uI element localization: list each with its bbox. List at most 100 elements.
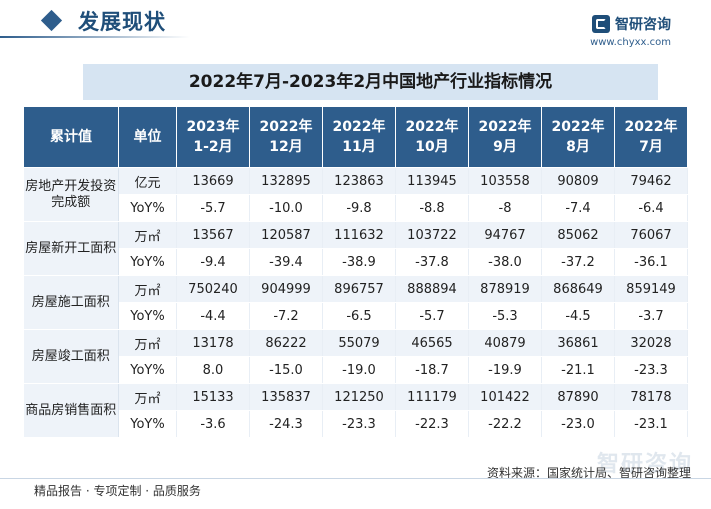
value-cell: -23.3 [614,356,688,384]
value-cell: -37.8 [395,248,469,276]
value-cell: -9.8 [322,194,396,222]
value-cell: -7.2 [249,302,323,330]
value-cell: 90809 [541,167,615,195]
value-cell: 40879 [468,329,542,357]
column-header: 2022年 12月 [249,106,323,168]
value-cell: 46565 [395,329,469,357]
value-cell: -39.4 [249,248,323,276]
value-cell: 868649 [541,275,615,303]
source-note: 资料来源：国家统计局、智研咨询整理 [486,466,691,480]
value-cell: -38.0 [468,248,542,276]
value-cell: -21.1 [541,356,615,384]
unit-cell: 亿元 [118,167,177,195]
value-cell: -7.4 [541,194,615,222]
value-cell: -19.9 [468,356,542,384]
table-row: YoY% -4.4 -7.2 -6.5 -5.7 -5.3 -4.5 -3.7 [24,302,688,330]
indicator-label: 房屋竣工面积 [23,329,119,384]
value-cell: 896757 [322,275,396,303]
value-cell: 32028 [614,329,688,357]
value-cell: 878919 [468,275,542,303]
page-header: 发展现状 智研咨询 www.chyxx.com [0,0,711,52]
value-cell: 76067 [614,221,688,249]
unit-cell: YoY% [118,194,177,222]
indicator-label: 房屋新开工面积 [23,221,119,276]
value-cell: 132895 [249,167,323,195]
column-header: 2022年 8月 [541,106,615,168]
value-cell: 55079 [322,329,396,357]
unit-cell: 万㎡ [118,383,177,411]
value-cell: 135837 [249,383,323,411]
value-cell: 94767 [468,221,542,249]
indicator-label: 商品房销售面积 [23,383,119,438]
unit-cell: YoY% [118,356,177,384]
value-cell: 103558 [468,167,542,195]
value-cell: 8.0 [176,356,250,384]
value-cell: 86222 [249,329,323,357]
value-cell: -3.6 [176,410,250,438]
value-cell: 121250 [322,383,396,411]
value-cell: 13669 [176,167,250,195]
value-cell: -4.4 [176,302,250,330]
unit-cell: YoY% [118,410,177,438]
watermark-logo: 智研咨询 [596,452,693,477]
value-cell: 13567 [176,221,250,249]
column-header: 2022年 11月 [322,106,396,168]
value-cell: -4.5 [541,302,615,330]
table-row: YoY% -9.4 -39.4 -38.9 -37.8 -38.0 -37.2 -36.1 [24,248,688,276]
footer-slogan: 精品报告 · 专项定制 · 品质服务 [34,484,201,498]
brand-url: www.chyxx.com [590,37,671,48]
value-cell: -23.0 [541,410,615,438]
value-cell: -37.2 [541,248,615,276]
column-header: 2023年 1-2月 [176,106,250,168]
value-cell: 101422 [468,383,542,411]
table-row: YoY% 8.0 -15.0 -19.0 -18.7 -19.9 -21.1 -23.3 [24,356,688,384]
value-cell: 36861 [541,329,615,357]
indicator-table: 累计值 单位 2023年 1-2月 2022年 12月 2022年 11月 2022年 10月 20… [23,106,688,438]
value-cell: -6.4 [614,194,688,222]
table-row: 房屋新开工面积 万㎡ 13567 120587 111632 103722 94767 850… [23,221,688,276]
value-cell: -6.5 [322,302,396,330]
column-header: 2022年 10月 [395,106,469,168]
column-header: 2022年 9月 [468,106,542,168]
value-cell: -23.1 [614,410,688,438]
value-cell: 85062 [541,221,615,249]
table-row: 房屋竣工面积 万㎡ 13178 86222 55079 46565 40879 36861 32… [23,329,688,384]
value-cell: -5.7 [395,302,469,330]
table-row: 商品房销售面积 万㎡ 15133 135837 121250 111179 101422 87… [23,383,688,438]
table-header-row: 累计值 单位 2023年 1-2月 2022年 12月 2022年 11月 2022年 10月 20… [23,106,688,168]
column-header: 累计值 [23,106,119,168]
indicator-label: 房地产开发投资完成额 [23,167,119,222]
section-title: 发展现状 [78,10,166,34]
indicator-label: 房屋施工面积 [23,275,119,330]
unit-cell: 万㎡ [118,221,177,249]
footer-divider [0,478,711,479]
unit-cell: 万㎡ [118,275,177,303]
value-cell: 859149 [614,275,688,303]
brand-name: 智研咨询 [615,17,671,33]
table-body: 房地产开发投资完成额 亿元 13669 132895 123863 113945 10355… [23,167,688,438]
value-cell: -38.9 [322,248,396,276]
value-cell: 113945 [395,167,469,195]
value-cell: 888894 [395,275,469,303]
value-cell: 904999 [249,275,323,303]
value-cell: 78178 [614,383,688,411]
title-underline [0,36,190,38]
page-footer: 资料来源：国家统计局、智研咨询整理 精品报告 · 专项定制 · 品质服务 [0,466,711,509]
brand-block: 智研咨询 www.chyxx.com [590,14,671,48]
value-cell: 15133 [176,383,250,411]
unit-cell: YoY% [118,248,177,276]
table-row: 房屋施工面积 万㎡ 750240 904999 896757 888894 878919 86… [23,275,688,330]
value-cell: 111179 [395,383,469,411]
table-row: 房地产开发投资完成额 亿元 13669 132895 123863 113945 10355… [23,167,688,222]
table-row: YoY% -3.6 -24.3 -23.3 -22.3 -22.2 -23.0 -23.1 [24,410,688,438]
value-cell: 750240 [176,275,250,303]
value-cell: -10.0 [249,194,323,222]
value-cell: -23.3 [322,410,396,438]
value-cell: 87890 [541,383,615,411]
table-row: YoY% -5.7 -10.0 -9.8 -8.8 -8 -7.4 -6.4 [24,194,688,222]
value-cell: -3.7 [614,302,688,330]
value-cell: -15.0 [249,356,323,384]
value-cell: -8 [468,194,542,222]
value-cell: 120587 [249,221,323,249]
value-cell: 79462 [614,167,688,195]
